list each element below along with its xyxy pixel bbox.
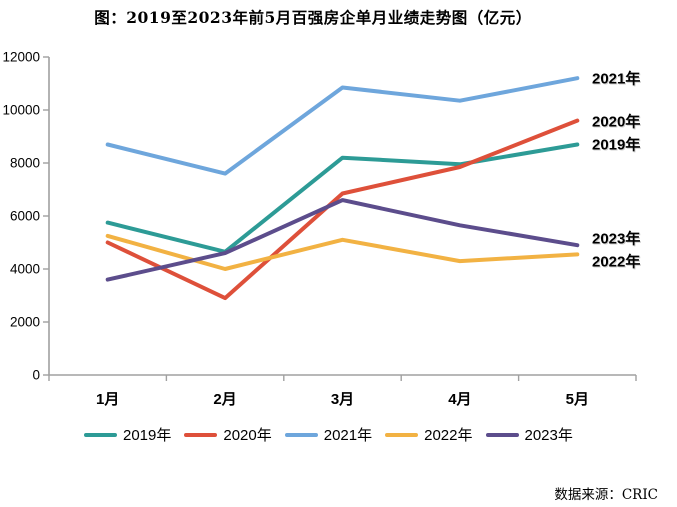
series-end-label-2022年: 2022年 [592,253,641,271]
legend-item-2019年: 2019年 [84,424,171,445]
chart-title: 图：2019至2023年前5月百强房企单月业绩走势图（亿元） [94,8,532,27]
x-tick-label: 5月 [565,391,589,408]
legend-item-2023年: 2023年 [485,424,573,445]
x-tick-label: 1月 [96,391,120,408]
series-line-2022年 [105,233,580,271]
series-end-label-2020年: 2020年 [592,113,641,131]
series-line-2023年 [105,198,580,282]
y-tick-label: 2000 [9,314,40,330]
series-line-2020年 [105,118,580,301]
legend-label: 2021年 [323,427,373,444]
legend-label: 2020年 [223,427,272,444]
y-tick-label: 4000 [9,261,40,277]
x-tick-label: 4月 [448,391,472,408]
legend-swatch-icon [284,432,318,437]
legend-item-2020年: 2020年 [184,424,272,445]
series-line-2019年 [105,142,580,254]
series-end-label-2023年: 2023年 [592,230,641,248]
legend-swatch-icon [385,432,419,437]
y-tick-label: 6000 [9,208,40,224]
source-note: 数据来源：CRIC [554,487,658,503]
y-tick-label: 10000 [2,102,40,118]
legend-label: 2022年 [424,427,473,444]
legend-label: 2023年 [524,427,573,444]
x-tick-label: 2月 [213,391,237,408]
series-end-label-2019年: 2019年 [592,136,641,154]
legend-swatch-icon [184,432,218,437]
legend: 2019年 2020年 2021年 2022年 2023年 [84,424,573,445]
x-tick-label: 3月 [330,391,355,408]
series-end-label-2021年: 2021年 [592,70,641,88]
series-line-2021年 [105,76,580,176]
y-tick-label: 0 [32,367,40,383]
legend-item-2021年: 2021年 [284,424,373,445]
legend-swatch-icon [485,432,519,437]
legend-item-2022年: 2022年 [385,424,473,445]
y-tick-label: 8000 [9,155,40,171]
legend-label: 2019年 [123,427,172,444]
y-tick-label: 12000 [2,49,40,65]
legend-swatch-icon [84,432,117,437]
